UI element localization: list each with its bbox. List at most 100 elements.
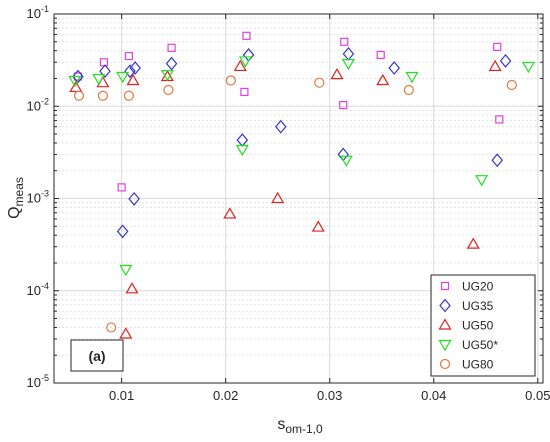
x-axis-label-main: s [277,416,285,433]
data-point-ug20 [339,100,348,110]
y-tick-exponent: -3 [41,189,49,199]
data-point-ug35 [388,61,401,75]
data-point-ug50 [271,191,285,204]
data-point-ug20 [167,43,176,52]
data-point-ug50 [311,220,325,232]
data-point-ug50 [235,144,249,157]
y-tick-exponent: -2 [41,96,49,106]
data-point-ug35 [128,191,140,206]
data-point-ug35 [124,64,136,79]
data-point-ug50 [341,58,355,71]
panel-label-frame [70,339,124,372]
y-tick-label: 10-3 [27,189,49,206]
y-tick-base: 10 [27,191,41,206]
data-point-ug35 [491,153,504,168]
data-point-ug80 [506,79,517,91]
x-tick-labels: 0.01 0.02 0.03 0.04 0.05 [109,388,550,403]
legend-marker-ug20 [440,281,450,291]
y-tick-label: 10-4 [27,281,49,298]
data-point-ug50 [69,80,83,93]
y-tick-exponent: -4 [41,281,49,291]
data-point-ug35 [499,53,512,68]
legend-marker-ug80 [439,358,451,370]
legend-label-ug50: UG50* [462,338,498,352]
data-point-ug50 [68,75,82,88]
data-point-ug35 [99,64,111,79]
y-axis-label: Qmeas [6,177,26,219]
data-point-ug50 [488,59,502,72]
y-tick-label: 10-2 [27,96,49,113]
y-tick-exponent: -5 [41,373,49,383]
data-point-ug20 [493,42,502,51]
data-point-ug50 [466,237,480,249]
data-point-ug50 [330,67,344,80]
data-point-ug20 [340,37,349,46]
x-tick-label: 0.01 [109,388,134,403]
legend-label-ug20: UG20 [462,280,494,294]
data-point-ug35 [72,69,84,84]
legend-label-ug35: UG35 [462,299,494,313]
data-point-ug50 [160,70,174,82]
data-point-ug50 [521,61,535,74]
data-point-ug50 [92,73,106,86]
data-markers [68,31,535,339]
data-point-ug50 [405,71,419,84]
data-point-ug80 [73,90,85,101]
y-tick-base: 10 [27,283,41,298]
y-axis-label-main: Q [6,206,23,218]
y-tick-base: 10 [27,6,41,21]
x-tick-label: 0.02 [213,388,238,403]
data-point-ug20 [242,31,251,40]
data-point-ug35 [129,61,141,75]
x-axis-label-sub: om-1,0 [285,422,323,436]
axis-ticks [54,13,543,384]
legend-label-ug80: UG80 [462,358,494,372]
legend: UG20 UG35 UG50 UG50* UG80 [430,274,536,377]
data-point-ug50 [119,264,133,277]
data-point-ug50 [126,73,140,86]
legend-label-ug50: UG50 [462,319,494,333]
data-point-ug20 [240,87,249,97]
panel-label-box: (a) [70,339,124,372]
panel-label: (a) [88,348,105,364]
y-tick-base: 10 [27,98,41,113]
data-point-ug20 [376,50,385,60]
data-point-ug80 [106,322,117,333]
data-point-ug80 [123,90,135,101]
data-point-ug50 [223,207,237,219]
data-point-ug50 [233,59,247,72]
data-point-ug20 [124,51,134,61]
data-point-ug20 [117,183,126,192]
data-point-ug35 [165,56,178,71]
data-point-ug80 [97,90,109,101]
data-point-ug80 [314,77,325,88]
y-tick-exponent: -1 [41,4,49,14]
series-ug80 [73,75,517,333]
data-point-ug80 [163,84,174,96]
legend-marker-ug50 [438,318,452,330]
data-point-ug50 [475,175,489,187]
data-point-ug50 [238,56,252,68]
data-point-ug50 [125,282,139,294]
legend-marker-ug35 [439,298,451,313]
y-tick-label: 10-5 [27,373,49,390]
y-tick-labels: 10-510-410-310-210-1 [27,4,49,390]
data-point-ug50 [116,71,130,84]
legend-marker-ug50 [438,339,452,352]
data-point-ug20 [495,115,504,124]
data-point-ug80 [403,84,414,96]
x-axis-label: som-1,0 [277,416,323,436]
y-tick-base: 10 [27,375,41,390]
data-point-ug50 [119,327,133,339]
x-tick-label: 0.04 [421,388,446,403]
y-axis-label-sub: meas [12,177,26,206]
x-tick-label: 0.03 [317,388,342,403]
data-point-ug80 [225,75,236,86]
data-point-ug35 [116,224,129,239]
data-point-ug50 [339,155,353,167]
data-point-ug35 [275,119,287,134]
data-point-ug50 [376,73,390,86]
x-tick-label: 0.05 [525,388,550,403]
series-ug50 [68,56,535,277]
